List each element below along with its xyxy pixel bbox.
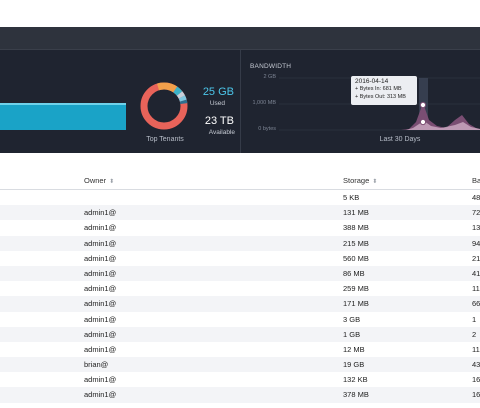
bandwidth-bytes-in-area bbox=[279, 103, 480, 130]
bandwidth-cell: 43 bbox=[472, 360, 480, 370]
storage-cell: 5 KB bbox=[343, 193, 360, 202]
storage-cell: 378 MB bbox=[343, 390, 369, 400]
bandwidth-cell: 72 bbox=[472, 208, 480, 218]
table-row[interactable]: admin1@ 560 MB 21 bbox=[0, 250, 480, 266]
owner-cell: admin1@ bbox=[84, 208, 117, 218]
bandwidth-cell: 11 bbox=[472, 344, 480, 354]
owner-cell: admin1@ bbox=[84, 238, 117, 248]
table-row[interactable]: admin1@ 1 GB 2 bbox=[0, 326, 480, 342]
storage-cell: 1 GB bbox=[343, 329, 361, 339]
bandwidth-cell: 66 bbox=[472, 299, 480, 309]
bandwidth-cell: 41 bbox=[472, 268, 480, 278]
owner-cell: admin1@ bbox=[84, 375, 117, 385]
storage-cell: 19 GB bbox=[343, 360, 365, 370]
sort-arrows-icon[interactable]: ⬍ bbox=[109, 179, 115, 185]
owner-cell: admin1@ bbox=[84, 253, 117, 263]
column-header-storage-label: Storage bbox=[343, 176, 370, 185]
column-header-owner-label: Owner bbox=[84, 176, 107, 185]
bandwidth-bytes-out-area bbox=[279, 121, 480, 130]
table-row[interactable]: 5 KB 48 bbox=[0, 190, 480, 206]
owner-cell: admin1@ bbox=[84, 268, 117, 278]
owner-cell: admin1@ bbox=[84, 299, 117, 309]
bandwidth-marker-out bbox=[419, 118, 427, 126]
storage-cell: 560 MB bbox=[343, 253, 369, 263]
column-header-bandwidth-label: Ba bbox=[472, 176, 480, 185]
storage-cell: 132 KB bbox=[343, 375, 368, 385]
storage-usage-bar-highlight bbox=[0, 103, 126, 105]
window-top-area bbox=[0, 0, 480, 27]
table-row[interactable]: admin1@ 378 MB 16 bbox=[0, 387, 480, 403]
bandwidth-cell: 2 bbox=[472, 329, 477, 339]
donut-segment-orange bbox=[140, 82, 188, 130]
table-row[interactable]: brian@ 19 GB 43 bbox=[0, 357, 480, 373]
table-row[interactable]: admin1@ 259 MB 11 bbox=[0, 281, 480, 297]
navigation-bar bbox=[0, 27, 480, 50]
dashboard-divider bbox=[240, 50, 241, 153]
bandwidth-cell: 13 bbox=[472, 223, 480, 233]
tooltip-bytes-out: + Bytes Out: 313 MB bbox=[355, 94, 406, 100]
bandwidth-y-tick-top: 2 GB bbox=[263, 74, 276, 80]
bandwidth-cell: 11 bbox=[472, 284, 480, 294]
storage-cell: 3 GB bbox=[343, 314, 361, 324]
table-row[interactable]: admin1@ 132 KB 16 bbox=[0, 372, 480, 388]
table-row[interactable]: admin1@ 12 MB 11 bbox=[0, 341, 480, 358]
table-row[interactable]: admin1@ 86 MB 41 bbox=[0, 265, 480, 282]
bandwidth-cell: 16 bbox=[472, 375, 480, 385]
owner-cell: admin1@ bbox=[84, 390, 117, 400]
owner-cell: admin1@ bbox=[84, 344, 117, 354]
sort-arrows-icon[interactable]: ⬍ bbox=[372, 179, 378, 185]
bandwidth-title: BANDWIDTH bbox=[250, 63, 292, 70]
tooltip-bytes-in: + Bytes In: 681 MB bbox=[355, 86, 402, 92]
donut-caption: Top Tenants bbox=[146, 136, 184, 143]
owner-cell: admin1@ bbox=[84, 284, 117, 294]
storage-cell: 215 MB bbox=[343, 238, 369, 248]
storage-cell: 388 MB bbox=[343, 223, 369, 233]
table-header bbox=[0, 170, 480, 190]
bandwidth-marker-in bbox=[419, 101, 427, 109]
bandwidth-cell: 16 bbox=[472, 390, 480, 400]
owner-cell: admin1@ bbox=[84, 329, 117, 339]
column-header-owner[interactable]: Owner ⬍ bbox=[84, 176, 114, 185]
column-header-storage[interactable]: Storage ⬍ bbox=[343, 176, 377, 185]
storage-cell: 86 MB bbox=[343, 268, 365, 278]
table-row[interactable]: admin1@ 131 MB 72 bbox=[0, 205, 480, 221]
bandwidth-cell: 1 bbox=[472, 314, 477, 324]
storage-cell: 171 MB bbox=[343, 299, 369, 309]
top-tenants-donut-chart[interactable] bbox=[138, 80, 190, 132]
storage-cell: 12 MB bbox=[343, 344, 365, 354]
bandwidth-footer: Last 30 Days bbox=[379, 136, 421, 143]
table-row[interactable]: admin1@ 3 GB 1 bbox=[0, 311, 480, 327]
bandwidth-tooltip: 2016-04-14 + Bytes In: 681 MB + Bytes Ou… bbox=[351, 76, 417, 105]
bandwidth-y-tick-bottom: 0 bytes bbox=[258, 126, 276, 132]
column-header-bandwidth[interactable]: Ba bbox=[472, 176, 480, 185]
table-row[interactable]: admin1@ 215 MB 94 bbox=[0, 235, 480, 251]
storage-used-value: 25 GB bbox=[202, 86, 234, 98]
bandwidth-cell: 21 bbox=[472, 253, 480, 263]
storage-used-label: Used bbox=[209, 100, 225, 107]
tooltip-date: 2016-04-14 bbox=[355, 78, 389, 85]
bandwidth-y-tick-mid: 1,000 MB bbox=[252, 100, 276, 106]
table-row[interactable]: admin1@ 388 MB 13 bbox=[0, 220, 480, 236]
owner-cell: admin1@ bbox=[84, 223, 117, 233]
bandwidth-cell: 94 bbox=[472, 238, 480, 248]
bandwidth-chart[interactable] bbox=[241, 70, 480, 140]
storage-cell: 131 MB bbox=[343, 208, 369, 218]
storage-cell: 259 MB bbox=[343, 284, 369, 294]
bandwidth-cell: 48 bbox=[472, 193, 480, 202]
tenants-table-body: 5 KB 48 admin1@ 131 MB 72 admin1@ 388 MB 13 a… bbox=[0, 190, 480, 403]
storage-available-label: Available bbox=[208, 129, 235, 136]
table-row[interactable]: admin1@ 171 MB 66 bbox=[0, 296, 480, 312]
owner-cell: admin1@ bbox=[84, 314, 117, 324]
storage-usage-bar bbox=[0, 103, 126, 130]
storage-available-value: 23 TB bbox=[204, 115, 234, 127]
owner-cell: brian@ bbox=[84, 360, 109, 370]
